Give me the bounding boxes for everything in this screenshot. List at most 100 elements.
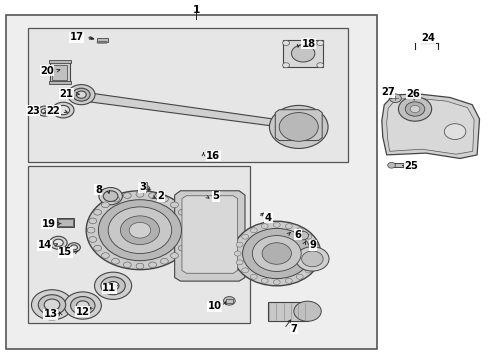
Circle shape [94,210,101,215]
Circle shape [112,196,120,202]
Text: 6: 6 [294,230,301,239]
Circle shape [273,280,280,285]
Circle shape [38,106,51,116]
Text: 7: 7 [291,324,297,334]
Circle shape [99,188,122,205]
Text: 4: 4 [265,213,272,222]
Circle shape [86,191,194,270]
Circle shape [160,196,168,202]
Text: 11: 11 [102,283,116,293]
Circle shape [262,243,292,264]
Circle shape [44,299,60,311]
Circle shape [53,239,63,246]
Circle shape [242,234,248,239]
Text: 1: 1 [193,5,200,15]
Text: 19: 19 [42,219,55,229]
Circle shape [64,292,101,319]
Text: 24: 24 [421,33,435,43]
Circle shape [285,278,292,283]
Circle shape [31,290,73,320]
Circle shape [104,41,107,43]
FancyBboxPatch shape [5,15,377,348]
Circle shape [261,224,268,229]
Circle shape [292,45,315,62]
Circle shape [390,94,401,103]
Circle shape [136,263,144,269]
Circle shape [183,237,191,242]
Text: 25: 25 [404,161,418,171]
FancyBboxPatch shape [57,218,74,227]
Circle shape [148,193,156,198]
Text: 2: 2 [157,191,165,201]
FancyBboxPatch shape [27,166,250,323]
Text: 26: 26 [407,89,420,99]
Circle shape [136,192,144,197]
Text: 20: 20 [40,66,54,76]
Text: 13: 13 [44,310,57,319]
Text: 12: 12 [76,307,90,316]
Circle shape [41,109,48,114]
Circle shape [123,262,131,268]
Circle shape [76,301,89,310]
Circle shape [317,41,324,45]
Circle shape [444,124,466,139]
Circle shape [283,41,290,45]
Polygon shape [174,191,245,281]
Circle shape [305,268,312,273]
Circle shape [398,97,432,121]
Text: 10: 10 [208,301,221,311]
Circle shape [129,222,151,238]
Circle shape [305,234,312,239]
Circle shape [98,200,181,261]
Circle shape [185,227,193,233]
Circle shape [261,278,268,283]
Circle shape [250,228,257,233]
Text: 15: 15 [58,247,72,257]
Circle shape [57,105,70,115]
FancyBboxPatch shape [143,182,147,189]
Circle shape [178,210,186,215]
FancyBboxPatch shape [49,81,71,84]
FancyBboxPatch shape [58,220,74,226]
Circle shape [99,41,102,43]
Circle shape [223,297,235,305]
Polygon shape [84,92,301,130]
Circle shape [71,245,77,250]
Circle shape [297,231,309,240]
Circle shape [296,228,303,233]
Circle shape [388,162,395,168]
Circle shape [236,242,243,247]
Circle shape [76,91,86,98]
FancyBboxPatch shape [98,38,108,41]
Text: 9: 9 [310,240,317,250]
Circle shape [160,258,168,264]
Text: 16: 16 [206,150,220,161]
Polygon shape [387,98,474,154]
Circle shape [101,277,125,295]
Circle shape [87,227,95,233]
Circle shape [94,245,101,251]
Circle shape [311,242,318,247]
Circle shape [270,105,328,148]
Circle shape [95,272,132,300]
Text: 14: 14 [38,240,52,250]
Circle shape [252,235,301,271]
Circle shape [107,282,119,290]
Circle shape [52,102,74,118]
Text: 5: 5 [212,191,219,201]
Circle shape [405,102,425,116]
Circle shape [102,41,105,43]
Circle shape [103,191,118,202]
Circle shape [283,63,290,68]
Circle shape [250,274,257,279]
FancyBboxPatch shape [392,163,412,167]
Circle shape [279,113,318,141]
Circle shape [234,251,241,256]
Text: 27: 27 [381,87,394,97]
Text: 3: 3 [139,182,146,192]
Text: 22: 22 [47,106,60,116]
Text: 21: 21 [60,89,74,99]
Circle shape [171,253,178,258]
Circle shape [71,297,95,315]
Circle shape [155,193,164,200]
